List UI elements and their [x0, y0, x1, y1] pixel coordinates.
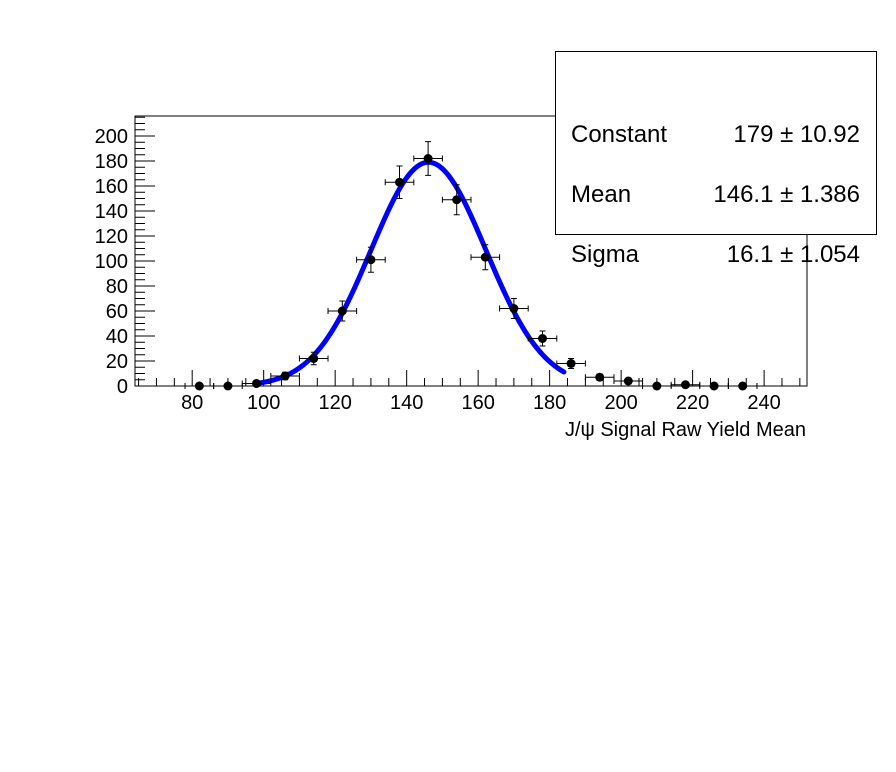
y-tick-label: 160	[95, 176, 128, 198]
data-marker	[709, 381, 719, 391]
x-axis-tick-labels: 80 100 120 140 160 180 200 220 240	[181, 392, 781, 414]
data-marker	[652, 381, 662, 391]
x-tick-label: 180	[533, 392, 566, 414]
data-marker	[738, 381, 748, 391]
data-point	[413, 141, 443, 176]
y-tick-label: 80	[106, 276, 128, 298]
data-marker	[537, 334, 547, 343]
y-tick-label: 120	[95, 226, 128, 248]
data-marker	[623, 376, 633, 386]
stat-value: 146.1 ± 1.386	[713, 181, 860, 208]
data-point	[527, 330, 558, 347]
data-marker	[194, 381, 204, 391]
data-marker	[252, 379, 262, 388]
stat-name: Sigma	[571, 241, 640, 268]
data-point	[213, 381, 243, 391]
data-marker	[395, 177, 405, 187]
data-point	[270, 371, 300, 381]
data-point	[184, 381, 215, 391]
x-tick-label: 120	[318, 392, 351, 414]
data-point	[470, 244, 501, 271]
data-marker	[680, 380, 690, 390]
y-axis-ticks	[135, 116, 155, 387]
data-marker	[566, 359, 576, 368]
data-point	[556, 358, 586, 369]
y-tick-label: 40	[106, 326, 128, 348]
stat-row-constant: Constant 179 ± 10.92	[556, 121, 876, 151]
data-marker	[595, 372, 605, 382]
x-axis-ticks	[138, 370, 801, 386]
data-point	[584, 372, 615, 382]
data-point	[441, 184, 472, 216]
x-tick-label: 80	[181, 392, 203, 414]
x-tick-label: 100	[247, 392, 280, 414]
data-point	[356, 246, 386, 273]
data-point	[727, 381, 758, 391]
data-point	[699, 381, 729, 391]
stat-row-sigma: Sigma 16.1 ± 1.054	[556, 241, 876, 271]
data-marker	[309, 354, 319, 363]
x-tick-label: 200	[604, 392, 637, 414]
y-tick-label: 100	[95, 251, 128, 273]
x-tick-label: 220	[676, 392, 709, 414]
data-marker	[337, 306, 347, 316]
y-tick-label: 60	[106, 301, 128, 323]
y-tick-label: 180	[95, 151, 128, 173]
y-tick-label: 140	[95, 201, 128, 223]
data-point	[670, 380, 701, 390]
stat-name: Constant	[571, 121, 668, 148]
data-marker	[366, 255, 376, 265]
stat-row-mean: Mean 146.1 ± 1.386	[556, 181, 876, 211]
y-tick-label: 200	[95, 126, 128, 148]
x-tick-label: 160	[461, 392, 494, 414]
gaussian-fit-curve	[254, 159, 567, 386]
data-point	[327, 300, 358, 322]
data-point	[642, 381, 672, 391]
x-axis-title: J/ψ Signal Raw Yield Mean	[565, 419, 806, 441]
data-point	[384, 165, 415, 199]
x-tick-label: 240	[747, 392, 780, 414]
x-tick-label: 140	[390, 392, 423, 414]
y-axis-tick-labels: 0 20 40 60 80 100 120 140 160 180 200	[95, 126, 128, 398]
stat-value: 16.1 ± 1.054	[726, 241, 860, 268]
data-point	[499, 298, 529, 319]
plot-frame	[134, 115, 808, 387]
data-points	[184, 141, 758, 391]
data-marker	[280, 371, 290, 381]
y-tick-label: 0	[117, 376, 128, 398]
data-marker	[223, 381, 233, 391]
fit-stats-box: Constant 179 ± 10.92 Mean 146.1 ± 1.386 …	[555, 51, 877, 268]
data-point	[613, 376, 644, 386]
stat-value: 179 ± 10.92	[733, 121, 860, 148]
data-point	[241, 379, 272, 388]
data-marker	[480, 252, 490, 262]
stat-name: Mean	[571, 181, 632, 208]
data-marker	[452, 195, 462, 205]
data-marker	[509, 304, 519, 313]
y-tick-label: 20	[106, 351, 128, 373]
data-marker	[423, 154, 433, 163]
data-point	[298, 351, 329, 366]
